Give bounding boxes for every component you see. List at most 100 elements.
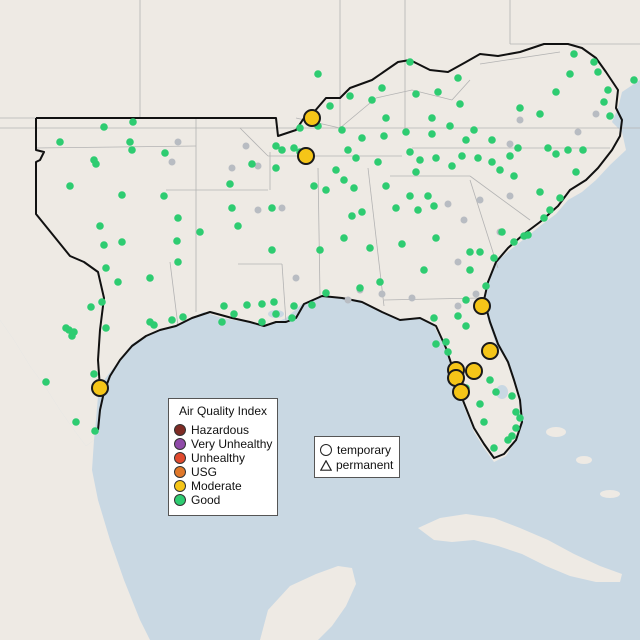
station-good (490, 444, 498, 452)
station-good (486, 376, 494, 384)
station-good (442, 338, 450, 346)
station-good (160, 192, 168, 200)
station-no-data (516, 116, 524, 124)
station-good (42, 378, 50, 386)
station-no-data (174, 138, 182, 146)
station-good (594, 68, 602, 76)
station-good (102, 264, 110, 272)
station-good (258, 300, 266, 308)
station-good (91, 427, 99, 435)
station-good (340, 234, 348, 242)
station-good (510, 172, 518, 180)
station-good (462, 322, 470, 330)
station-good (146, 274, 154, 282)
station-good (310, 182, 318, 190)
station-good (66, 182, 74, 190)
station-good (456, 100, 464, 108)
station-good (454, 74, 462, 82)
station-no-data (506, 140, 514, 148)
station-good (498, 228, 506, 236)
station-good (126, 138, 134, 146)
station-good (150, 321, 158, 329)
station-good (546, 206, 554, 214)
station-good (414, 206, 422, 214)
station-good (290, 302, 298, 310)
station-good (430, 314, 438, 322)
station-good (604, 86, 612, 94)
station-moderate (465, 362, 483, 380)
station-good (380, 132, 388, 140)
station-good (462, 296, 470, 304)
legend-label-temporary: temporary (337, 443, 392, 457)
unhealthy-swatch (174, 452, 186, 464)
legend-label-hazardous: Hazardous (191, 423, 250, 437)
station-good (248, 160, 256, 168)
station-good (368, 96, 376, 104)
station-good (430, 202, 438, 210)
us-land (0, 0, 640, 462)
station-good (348, 212, 356, 220)
station-good (272, 310, 280, 318)
bahamas (546, 427, 620, 498)
legend-item-temporary: temporary (320, 443, 391, 457)
station-good (90, 370, 98, 378)
station-good (87, 303, 95, 311)
station-good (398, 240, 406, 248)
station-good (552, 88, 560, 96)
legend-item-very-unhealthy: Very Unhealthy (174, 437, 272, 451)
lake-okeechobee (496, 385, 508, 399)
station-good (340, 176, 348, 184)
legend-label-very-unhealthy: Very Unhealthy (191, 437, 273, 451)
station-good (488, 136, 496, 144)
station-good (268, 204, 276, 212)
station-good (378, 84, 386, 92)
station-no-data (460, 216, 468, 224)
station-good (322, 186, 330, 194)
station-good (344, 146, 352, 154)
station-no-data (454, 258, 462, 266)
station-good (230, 310, 238, 318)
station-no-data (408, 294, 416, 302)
station-good (220, 302, 228, 310)
legend-item-moderate: Moderate (174, 479, 242, 493)
station-good (544, 144, 552, 152)
very-unhealthy-swatch (174, 438, 186, 450)
station-good (474, 154, 482, 162)
legend-label-unhealthy: Unhealthy (191, 451, 246, 465)
station-good (448, 162, 456, 170)
station-good (496, 166, 504, 174)
station-no-data (592, 110, 600, 118)
station-good (482, 282, 490, 290)
station-good (434, 88, 442, 96)
station-good (338, 126, 346, 134)
station-good (606, 112, 614, 120)
station-good (566, 70, 574, 78)
station-good (432, 234, 440, 242)
station-good (174, 258, 182, 266)
station-good (272, 164, 280, 172)
station-good (392, 204, 400, 212)
station-moderate (481, 342, 499, 360)
station-good (476, 248, 484, 256)
aqi-legend: Air Quality Index Hazardous Very Unhealt… (168, 398, 278, 516)
station-good (600, 98, 608, 106)
station-good (161, 149, 169, 157)
station-good (62, 324, 70, 332)
station-no-data (454, 302, 462, 310)
station-good (476, 400, 484, 408)
aqi-legend-title: Air Quality Index (178, 404, 268, 418)
cuba (418, 514, 622, 582)
station-good (382, 114, 390, 122)
station-good (428, 114, 436, 122)
station-good (268, 246, 276, 254)
station-good (102, 324, 110, 332)
station-good (358, 134, 366, 142)
station-moderate (303, 109, 321, 127)
station-good (488, 158, 496, 166)
station-good (564, 146, 572, 154)
station-good (428, 130, 436, 138)
station-no-data (278, 204, 286, 212)
station-good (100, 123, 108, 131)
station-good (296, 124, 304, 132)
station-good (129, 118, 137, 126)
